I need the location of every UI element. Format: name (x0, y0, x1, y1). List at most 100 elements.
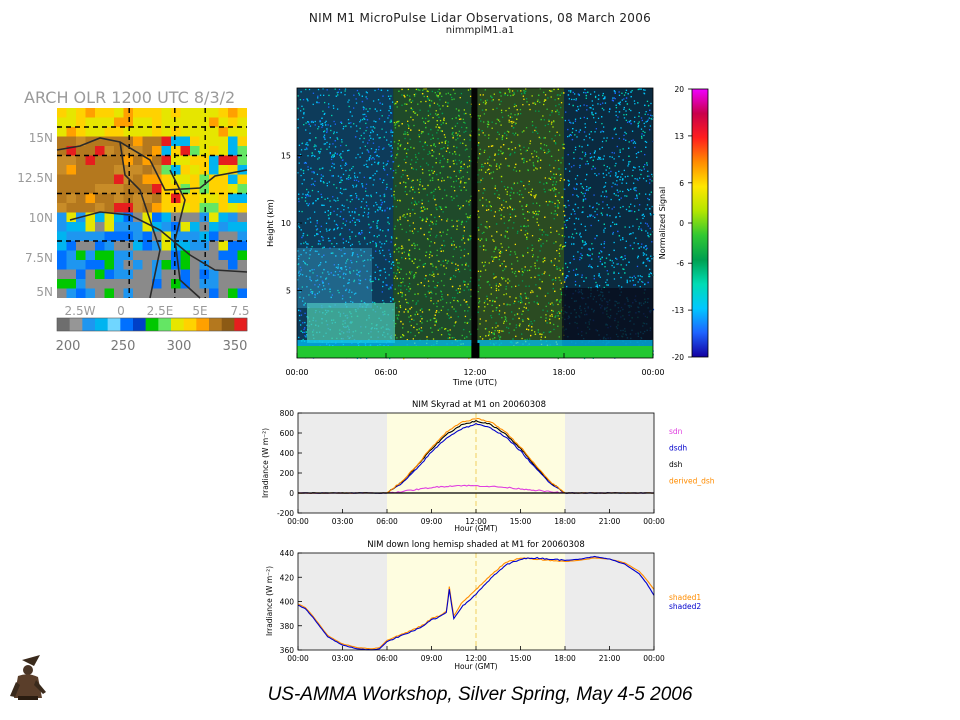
olr-colorbar-swatch (69, 318, 83, 331)
lidar-x-tick: 00:00 (285, 368, 308, 377)
olr-colorbar-swatch (221, 318, 235, 331)
lidar-colorbar-tick: 20 (674, 85, 684, 94)
x-tick-label: 21:00 (599, 654, 621, 663)
olr-colorbar-swatch (183, 318, 197, 331)
y-tick-label: 360 (280, 646, 295, 655)
y-tick-label: 380 (280, 622, 295, 631)
x-tick-label: 12:00 (465, 517, 487, 526)
y-tick-label: 200 (280, 469, 295, 478)
olr-lat-label: 5N (36, 285, 53, 299)
olr-lon-label: 7.5 (230, 304, 249, 318)
longwave-y-axis: 360 380 400 420 440 (280, 549, 302, 655)
olr-colorbar-swatch (82, 318, 96, 331)
olr-lon-label: 0 (117, 304, 125, 318)
skyrad-x-axis: 00:00 03:00 06:00 09:00 12:00 15:00 18:00 21:00… (287, 509, 665, 526)
x-tick-label: 00:00 (643, 654, 665, 663)
longwave-x-axis: 00:00 03:00 06:00 09:00 12:00 15:00 18:00 21:00… (287, 646, 665, 663)
x-tick-label: 09:00 (421, 654, 443, 663)
legend-entry-shaded2: shaded2 (669, 602, 701, 611)
olr-map-title: ARCH OLR 1200 UTC 8/3/2 (24, 88, 235, 107)
lidar-y-tick: 5 (286, 287, 291, 296)
x-tick-label: 00:00 (287, 654, 309, 663)
lidar-x-axis: 00:00 06:00 12:00 18:00 00:00 (285, 353, 665, 377)
x-tick-label: 00:00 (287, 517, 309, 526)
night-shading (565, 553, 654, 650)
olr-lat-label: 15N (29, 131, 53, 145)
lidar-x-tick: 06:00 (374, 368, 397, 377)
series-line-shaded2 (297, 555, 655, 651)
olr-lat-label: 12.5N (17, 171, 53, 185)
footer-caption: US-AMMA Workshop, Silver Spring, May 4-5… (267, 684, 693, 705)
olr-colorbar-label: 250 (111, 339, 136, 354)
skyrad-x-label: Hour (GMT) (454, 524, 497, 533)
skyrad-legend: sdn dsdh dsh derived_dsh (669, 427, 715, 486)
lidar-colorbar (691, 88, 709, 358)
olr-map-panel: ARCH OLR 1200 UTC 8/3/2 15N 12.5N 10N 7.5N 5… (17, 88, 260, 354)
skyrad-y-axis: -200 0 200 400 600 800 (277, 409, 302, 518)
lidar-y-tick: 15 (281, 152, 291, 161)
x-tick-label: 06:00 (376, 517, 398, 526)
y-tick-label: 400 (280, 598, 295, 607)
olr-colorbar-swatch (57, 318, 70, 331)
x-tick-label: 21:00 (599, 517, 621, 526)
olr-colorbar-label: 300 (167, 339, 192, 354)
lidar-colorbar-tick: 6 (679, 179, 684, 188)
page-title: NIM M1 MicroPulse Lidar Observations, 08… (308, 11, 652, 25)
x-tick-label: 09:00 (421, 517, 443, 526)
lidar-x-tick: 12:00 (463, 368, 486, 377)
longwave-x-label: Hour (GMT) (454, 662, 497, 671)
olr-lon-label: 2.5E (147, 304, 174, 318)
x-tick-label: 15:00 (510, 654, 532, 663)
olr-lon-labels: 2.5W 0 2.5E 5E 7.5 (65, 304, 250, 318)
lidar-colorbar-label: Normalized Signal (658, 187, 667, 259)
x-tick-label: 03:00 (332, 654, 354, 663)
lidar-panel: 5 10 15 00:00 06:00 12:00 18:00 00:00 Height (… (266, 85, 709, 387)
longwave-y-label: Irradiance (W m⁻²) (265, 566, 274, 636)
x-tick-label: 00:00 (643, 517, 665, 526)
lidar-colorbar-ticks: 20 13 6 0 -6 -13 -20 (672, 85, 692, 362)
lidar-backscatter-image (297, 88, 655, 360)
olr-colorbar-swatch (107, 318, 121, 331)
skyrad-chart: NIM Skyrad at M1 on 20060308 -200 0 200 400… (261, 400, 715, 533)
x-tick-label: 12:00 (465, 654, 487, 663)
lidar-y-axis: 5 10 15 (281, 152, 302, 296)
y-tick-label: 400 (280, 449, 295, 458)
x-tick-label: 03:00 (332, 517, 354, 526)
olr-colorbar-swatch (158, 318, 172, 331)
lidar-colorbar-tick: 0 (679, 219, 684, 228)
lidar-colorbar-tick: -6 (677, 259, 685, 268)
legend-entry-sdn: sdn (669, 427, 683, 436)
olr-colorbar-swatch (209, 318, 222, 331)
olr-lon-label: 5E (192, 304, 207, 318)
lidar-y-tick: 10 (281, 219, 291, 228)
olr-lat-label: 7.5N (25, 251, 53, 265)
olr-lon-label: 2.5W (65, 304, 96, 318)
longwave-chart: NIM down long hemisp shaded at M1 for 20… (265, 540, 701, 671)
olr-map-image (56, 108, 260, 310)
y-tick-label: 440 (280, 549, 295, 558)
x-tick-label: 18:00 (554, 517, 576, 526)
night-shading (565, 413, 654, 513)
y-tick-label: -200 (277, 509, 294, 518)
page-subtitle: nimmplM1.a1 (445, 25, 515, 36)
olr-lat-labels: 15N 12.5N 10N 7.5N 5N (17, 131, 53, 299)
olr-colorbar-swatch (196, 318, 210, 331)
olr-colorbar-labels: 200 250 300 350 (56, 339, 248, 354)
x-tick-label: 18:00 (554, 654, 576, 663)
olr-colorbar-swatch (95, 318, 108, 331)
olr-colorbar-swatch (133, 318, 146, 331)
olr-colorbar-swatch (234, 318, 248, 331)
olr-lat-label: 10N (29, 211, 53, 225)
series-line-shaded1 (297, 557, 655, 650)
skyrad-y-label: Irradiance (W m⁻²) (261, 428, 270, 498)
y-tick-label: 600 (280, 429, 295, 438)
olr-colorbar-swatch (145, 318, 159, 331)
olr-colorbar-swatch (171, 318, 184, 331)
lidar-colorbar-tick: -20 (672, 353, 684, 362)
y-tick-label: 0 (289, 489, 294, 498)
lidar-colorbar-tick: 13 (674, 132, 684, 141)
night-shading (298, 413, 387, 513)
olr-colorbar-label: 200 (56, 339, 81, 354)
legend-entry-derived_dsh: derived_dsh (669, 477, 715, 486)
legend-entry-dsh: dsh (669, 460, 683, 469)
